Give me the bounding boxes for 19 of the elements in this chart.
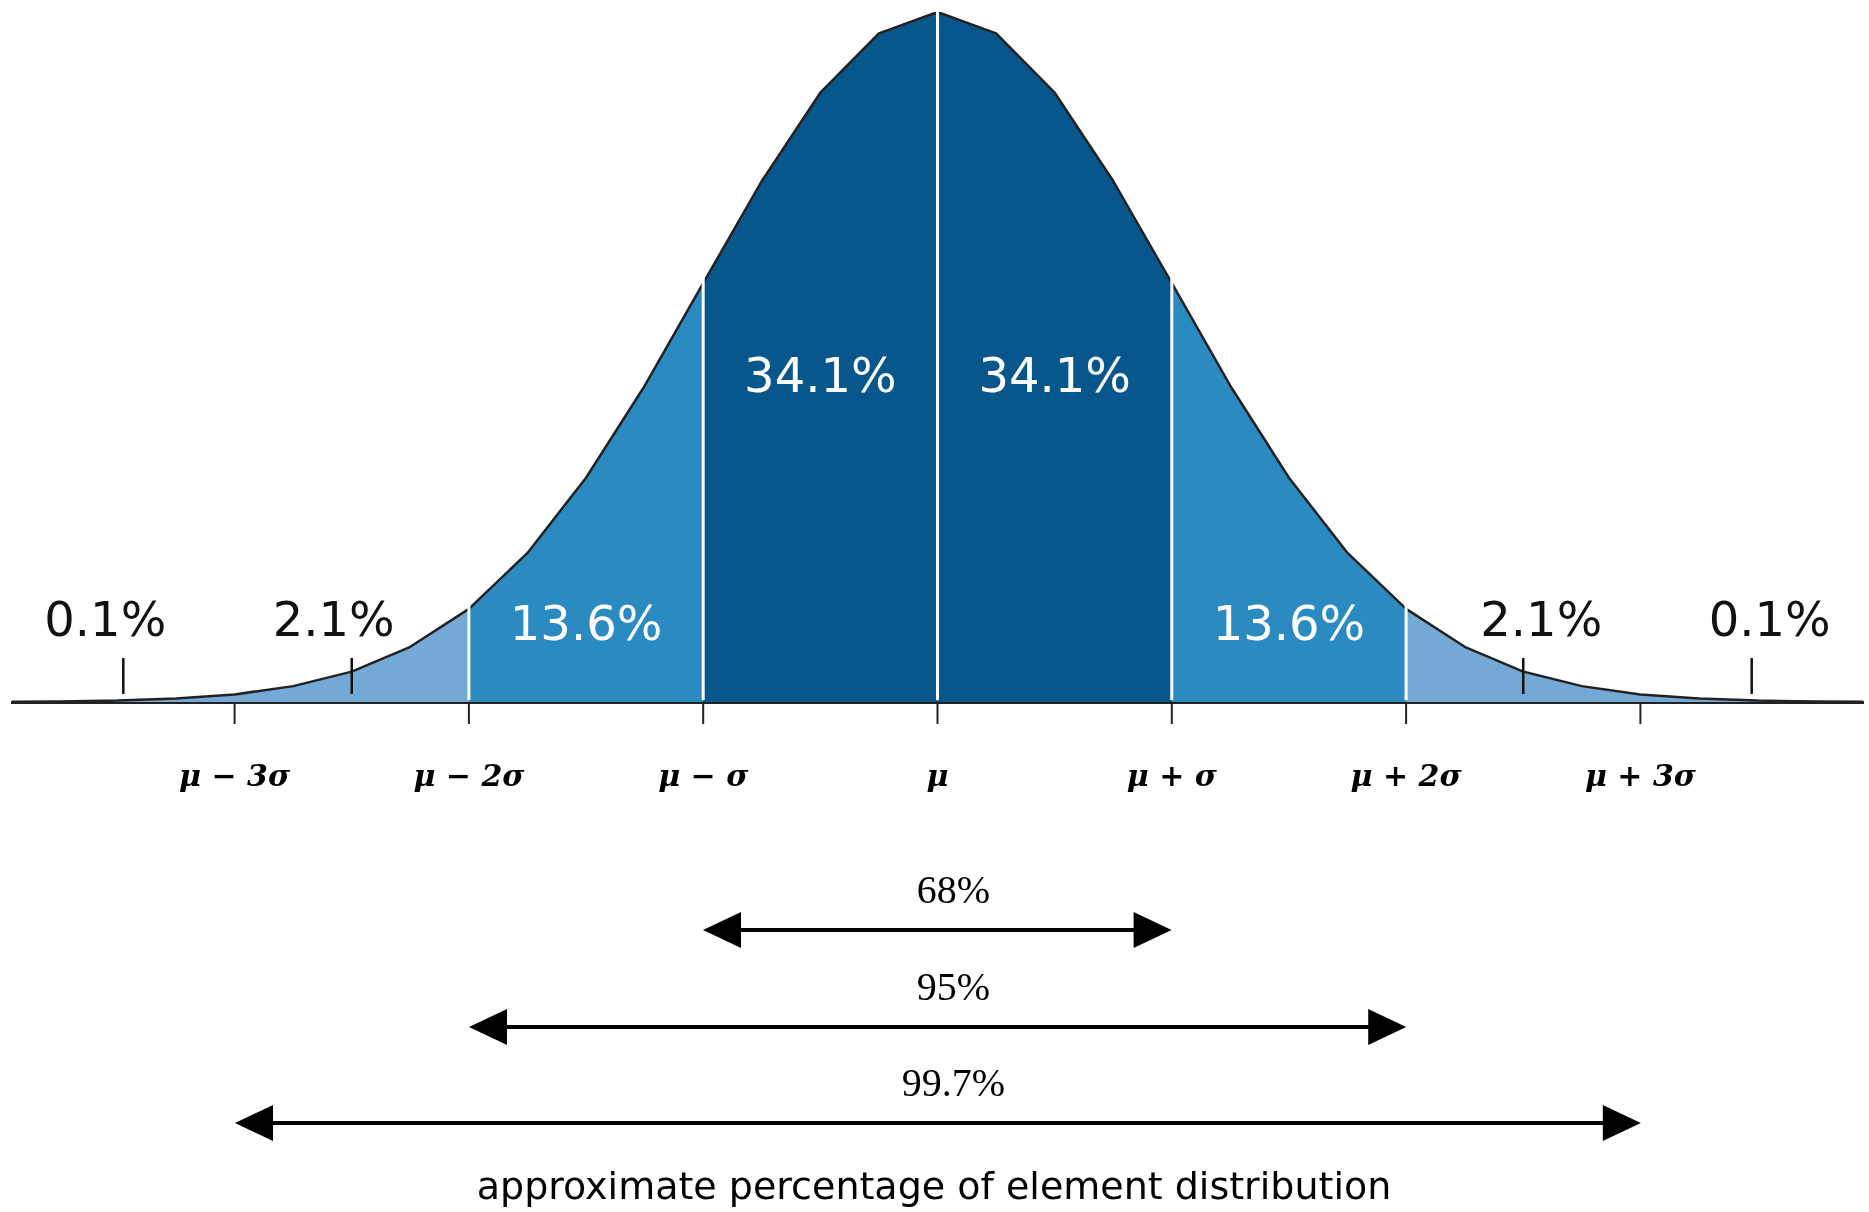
annotation: 34.1% bbox=[978, 346, 1131, 403]
x-tick-label: μ + 2σ bbox=[1350, 757, 1463, 793]
annotation: 0.1% bbox=[44, 591, 167, 648]
text: 99.7% bbox=[901, 1058, 1006, 1106]
x-tick-label: μ + 3σ bbox=[1584, 757, 1697, 793]
annotation: 34.1% bbox=[744, 346, 897, 403]
annotation: 0.1% bbox=[1708, 591, 1831, 648]
text: 68% bbox=[916, 865, 991, 913]
annotation: 2.1% bbox=[1480, 591, 1603, 648]
annotation: 13.6% bbox=[509, 595, 663, 652]
annotation: 13.6% bbox=[1212, 595, 1366, 652]
x-tick-label: μ bbox=[926, 757, 949, 793]
x-tick-label: μ + σ bbox=[1126, 757, 1218, 793]
annotation: 2.1% bbox=[272, 591, 395, 648]
text: 95% bbox=[916, 962, 991, 1010]
x-tick-label: μ − 2σ bbox=[413, 757, 526, 793]
x-tick-label: μ − σ bbox=[658, 757, 750, 793]
x-tick-label: μ − 3σ bbox=[179, 757, 291, 793]
text: approximate percentage of element distribution bbox=[476, 1164, 1392, 1208]
